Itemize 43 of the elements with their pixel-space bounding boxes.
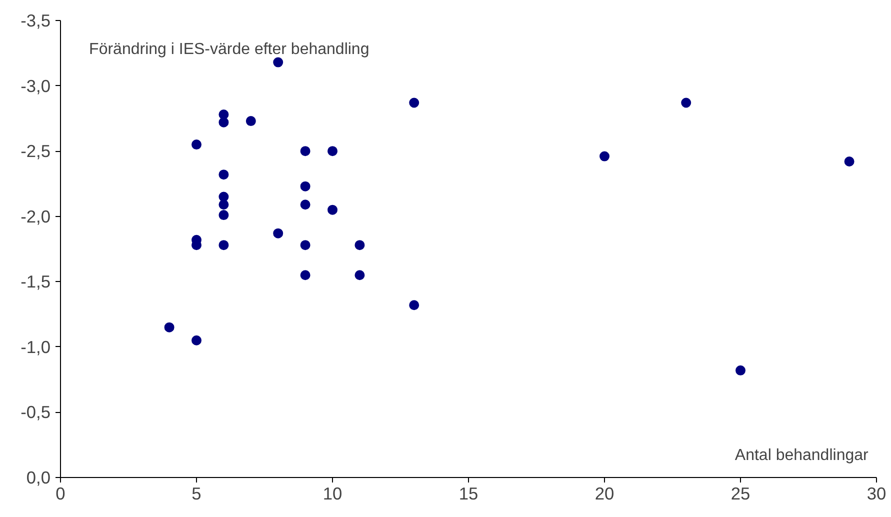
point [300,181,310,192]
point [218,200,229,210]
point [218,240,229,250]
x-tick-label: 10 [322,484,342,504]
point [218,210,229,220]
y-tick-label: 0,0 [26,468,51,488]
y-tick-label: -0,5 [20,402,50,422]
x-tick-label: 25 [730,484,750,504]
y-tick-label: -2,5 [20,141,50,162]
point [218,170,229,180]
x-axis-title: Antal behandlingar [734,446,870,464]
y-axis-title: Förändring i IES-värde efter behandling [89,41,370,58]
point [600,151,610,162]
point [354,240,365,250]
point [300,146,310,156]
point [328,204,338,215]
x-tick-label: 5 [192,484,202,504]
point [681,98,692,108]
x-tick-label: 30 [866,484,886,504]
x-tick-label: 0 [56,484,66,504]
point [300,270,310,280]
point [192,335,202,346]
x-tick-label: 15 [458,484,478,504]
point [273,57,284,68]
point [246,116,256,126]
y-tick-label: -2,0 [20,206,50,226]
point [354,270,365,280]
point [328,146,338,156]
point [192,140,202,150]
x-tick-label: 20 [594,484,614,504]
y-tick-label: -1,5 [20,272,50,292]
point [273,228,284,238]
y-tick-label: -3,0 [20,76,50,96]
y-tick-label: -1,0 [20,336,50,357]
point [300,240,310,250]
point [300,200,310,210]
point [164,322,174,332]
point [844,156,854,167]
point [409,98,420,108]
y-tick-label: -3,5 [20,10,50,30]
point [736,365,746,376]
point [218,117,229,128]
point [409,300,420,310]
